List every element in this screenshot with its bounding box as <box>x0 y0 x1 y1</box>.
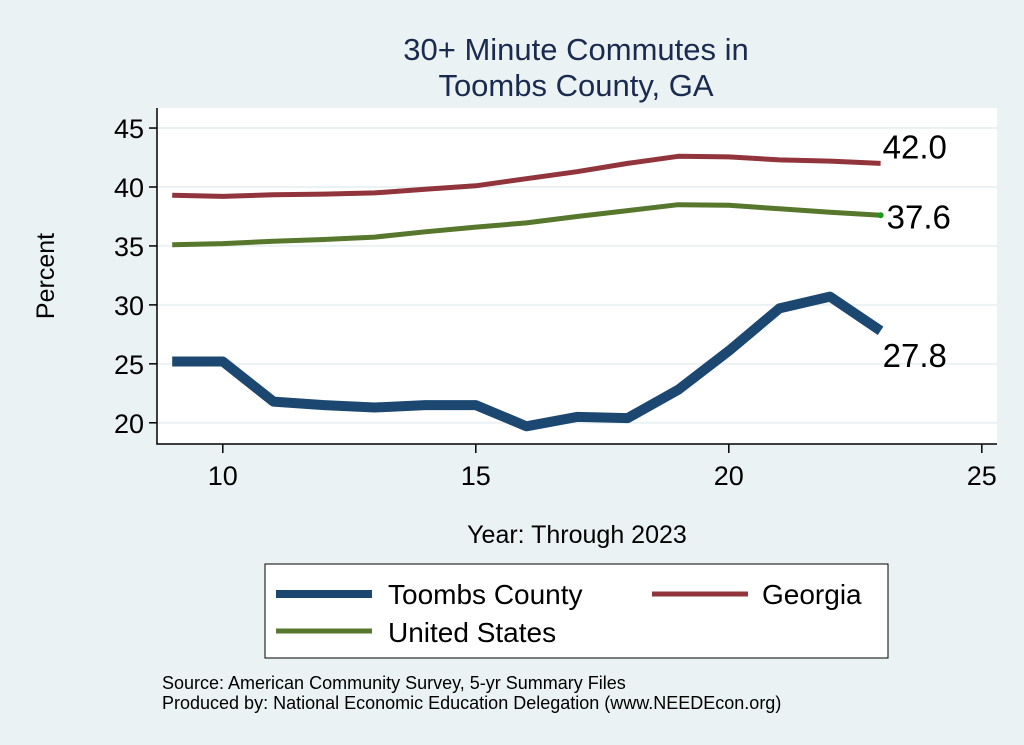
end-label-united-states: 37.6 <box>887 198 951 235</box>
end-labels: 27.8 42.0 37.6 <box>883 128 951 373</box>
y-tick-label-25: 25 <box>114 350 144 380</box>
end-label-georgia: 42.0 <box>883 128 947 165</box>
series-lines <box>172 153 884 432</box>
legend: Toombs County Georgia United States <box>264 563 889 659</box>
end-marker-united-states <box>877 212 884 219</box>
chart-title-line-2: Toombs County, GA <box>438 68 713 103</box>
y-axis-title: Percent <box>32 233 60 319</box>
chart-title-line-1: 30+ Minute Commutes in <box>403 32 748 67</box>
grid-lines <box>157 127 997 424</box>
source-note: Source: American Community Survey, 5-yr … <box>162 673 626 693</box>
y-ticks: 20 25 30 35 40 45 <box>114 114 157 439</box>
series-line-georgia <box>172 153 881 199</box>
x-tick-label-25: 25 <box>967 461 997 491</box>
legend-label-toombs-county: Toombs County <box>388 579 583 610</box>
y-tick-label-40: 40 <box>114 173 144 203</box>
produced-by-note: Produced by: National Economic Education… <box>162 693 781 713</box>
end-label-toombs-county: 27.8 <box>883 337 947 374</box>
legend-label-georgia: Georgia <box>762 579 862 610</box>
series-line-united-states <box>172 202 881 248</box>
y-tick-label-35: 35 <box>114 232 144 262</box>
x-tick-label-10: 10 <box>208 461 238 491</box>
x-tick-label-15: 15 <box>461 461 491 491</box>
x-tick-label-20: 20 <box>714 461 744 491</box>
plot-area <box>157 108 997 444</box>
y-tick-label-20: 20 <box>114 409 144 439</box>
y-tick-label-45: 45 <box>114 114 144 144</box>
legend-label-united-states: United States <box>388 617 556 648</box>
x-ticks: 10 15 20 25 <box>208 444 997 491</box>
y-tick-label-30: 30 <box>114 291 144 321</box>
x-axis-title: Year: Through 2023 <box>467 521 687 549</box>
legend-box <box>264 563 889 659</box>
series-line-toombs-county <box>172 291 884 432</box>
